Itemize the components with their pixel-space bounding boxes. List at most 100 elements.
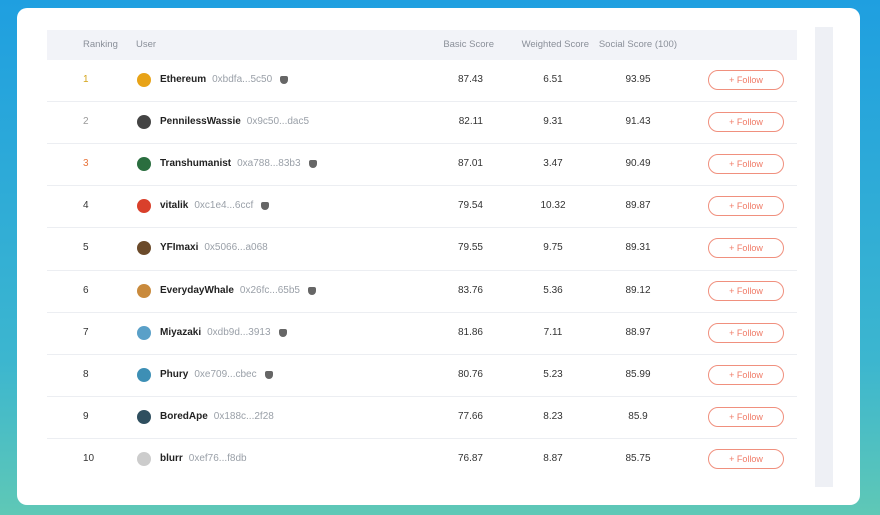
column-header: Weighted Score xyxy=(521,39,589,50)
weighted-score: 9.75 xyxy=(543,242,563,254)
social-score: 88.97 xyxy=(625,326,651,338)
basic-score: 83.76 xyxy=(457,284,483,296)
table-header xyxy=(47,30,797,60)
social-score: 91.43 xyxy=(625,116,651,128)
scrollbar[interactable] xyxy=(815,27,833,487)
address: 0xef76...f8db xyxy=(188,452,247,464)
follow-button[interactable]: + Follow xyxy=(708,154,784,175)
column-header: User xyxy=(136,39,157,50)
weighted-score: 8.23 xyxy=(543,410,563,422)
row-separator xyxy=(47,437,797,439)
address: 0xdb9d...3913 xyxy=(207,326,271,338)
user-name: PennilessWassie xyxy=(160,116,241,128)
basic-score: 87.01 xyxy=(457,158,483,170)
follow-button[interactable]: + Follow xyxy=(708,238,784,259)
social-score: 93.95 xyxy=(625,74,651,85)
badge-icon xyxy=(264,370,273,379)
user-name: blurr xyxy=(160,452,183,464)
avatar xyxy=(137,73,151,87)
row-separator xyxy=(47,311,797,313)
follow-button[interactable]: + Follow xyxy=(708,364,784,385)
address: 0x188c...2f28 xyxy=(213,410,274,422)
avatar xyxy=(137,451,151,466)
follow-button[interactable]: + Follow xyxy=(708,70,784,90)
rank: 2 xyxy=(83,116,89,128)
column-header: Basic Score xyxy=(443,39,494,50)
follow-button[interactable]: + Follow xyxy=(708,322,784,343)
avatar xyxy=(137,157,151,172)
row-separator xyxy=(47,227,797,229)
address: 0x26fc...65b5 xyxy=(239,284,300,296)
user-name: Transhumanist xyxy=(160,158,232,170)
social-score: 89.31 xyxy=(625,242,651,254)
user-name: Phury xyxy=(160,368,189,380)
user-name: vitalik xyxy=(160,200,189,212)
badge-icon xyxy=(308,160,317,169)
avatar xyxy=(137,325,151,340)
address: 0xc1e4...6ccf xyxy=(194,200,254,212)
row-separator xyxy=(47,269,797,271)
avatar xyxy=(137,115,151,130)
address: 0x5066...a068 xyxy=(204,242,268,254)
rank: 10 xyxy=(83,452,95,464)
rank: 6 xyxy=(83,284,89,296)
weighted-score: 10.32 xyxy=(540,200,566,212)
weighted-score: 3.47 xyxy=(543,158,563,170)
avatar xyxy=(137,241,151,256)
social-score: 85.9 xyxy=(628,410,648,422)
user-name: Miyazaki xyxy=(160,326,202,338)
row-separator xyxy=(47,395,797,397)
row-separator xyxy=(47,143,797,145)
row-separator xyxy=(47,101,797,103)
rank: 5 xyxy=(83,242,89,254)
basic-score: 79.54 xyxy=(457,200,483,212)
weighted-score: 7.11 xyxy=(543,326,563,338)
avatar xyxy=(137,409,151,424)
column-header: Social Score (100) xyxy=(598,39,677,50)
social-score: 89.87 xyxy=(625,200,651,212)
user-name: BoredApe xyxy=(160,410,208,422)
address: 0x9c50...dac5 xyxy=(246,116,310,128)
rank: 7 xyxy=(83,326,89,338)
rank: 8 xyxy=(83,368,89,380)
weighted-score: 6.51 xyxy=(543,74,563,85)
weighted-score: 8.87 xyxy=(543,452,563,464)
follow-button[interactable]: + Follow xyxy=(708,112,784,133)
follow-button[interactable]: + Follow xyxy=(708,196,784,217)
follow-button[interactable]: + Follow xyxy=(708,448,784,469)
row-separator xyxy=(47,353,797,355)
column-header: Ranking xyxy=(83,39,118,50)
basic-score: 79.55 xyxy=(457,242,483,254)
user-name: EverydayWhale xyxy=(160,284,234,296)
basic-score: 77.66 xyxy=(457,410,483,422)
avatar xyxy=(137,283,151,298)
basic-score: 87.43 xyxy=(457,74,483,85)
follow-button[interactable]: + Follow xyxy=(708,280,784,301)
badge-icon xyxy=(261,202,270,211)
rank: 9 xyxy=(83,410,89,422)
address: 0xbdfa...5c50 xyxy=(212,74,273,85)
address: 0xa788...83b3 xyxy=(237,158,301,170)
basic-score: 80.76 xyxy=(457,368,483,380)
rank: 1 xyxy=(83,74,89,85)
row-separator xyxy=(47,185,797,187)
basic-score: 82.11 xyxy=(458,116,483,128)
social-score: 85.75 xyxy=(625,452,651,464)
weighted-score: 9.31 xyxy=(543,116,563,128)
badge-icon xyxy=(280,76,289,84)
follow-button[interactable]: + Follow xyxy=(708,406,784,427)
badge-icon xyxy=(307,286,316,295)
user-name: YFImaxi xyxy=(160,242,199,254)
address: 0xe709...cbec xyxy=(194,368,257,380)
social-score: 90.49 xyxy=(625,158,651,170)
basic-score: 81.86 xyxy=(457,326,483,338)
rank: 4 xyxy=(83,200,89,212)
user-name: Ethereum xyxy=(160,74,207,85)
avatar xyxy=(137,367,151,382)
social-score: 89.12 xyxy=(625,284,651,296)
weighted-score: 5.23 xyxy=(543,368,563,380)
basic-score: 76.87 xyxy=(457,452,483,464)
social-score: 85.99 xyxy=(625,368,651,380)
rank: 3 xyxy=(83,158,89,170)
